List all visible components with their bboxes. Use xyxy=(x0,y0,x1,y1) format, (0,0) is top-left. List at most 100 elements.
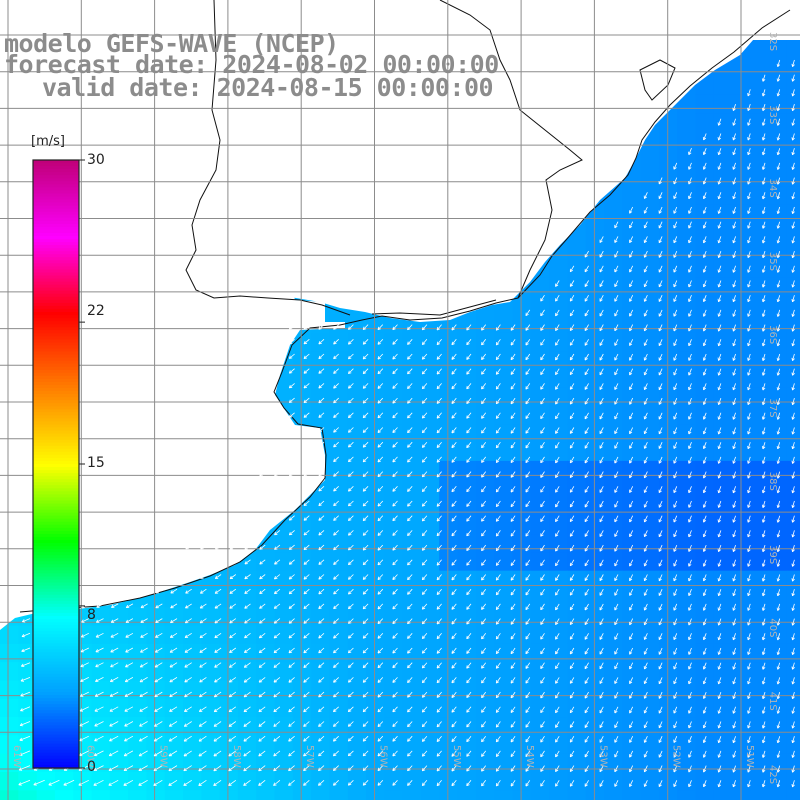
wind-speed-cell xyxy=(603,442,623,462)
wind-speed-cell xyxy=(347,772,367,791)
wind-speed-cell xyxy=(292,772,312,791)
wind-speed-cell xyxy=(677,698,696,718)
wind-speed-cell xyxy=(237,643,257,663)
colorbar-tick-0: 0 xyxy=(87,759,96,775)
wind-speed-cell xyxy=(585,424,605,444)
wind-speed-cell xyxy=(494,497,513,517)
wind-speed-cell xyxy=(622,460,642,480)
wind-speed-cell xyxy=(530,351,550,370)
wind-speed-cell xyxy=(530,314,550,334)
wind-speed-cell xyxy=(622,241,642,261)
wind-speed-cell xyxy=(494,772,513,791)
wind-arrow xyxy=(761,280,766,288)
wind-arrow xyxy=(702,162,707,170)
wind-speed-cell xyxy=(622,296,642,316)
wind-speed-cell xyxy=(677,296,696,316)
wind-speed-cell xyxy=(622,790,642,800)
wind-speed-cell xyxy=(420,717,440,736)
wind-arrow xyxy=(688,280,692,288)
wind-speed-cell xyxy=(494,552,513,572)
wind-speed-cell xyxy=(311,753,330,773)
wind-arrow xyxy=(761,236,766,244)
wind-speed-cell xyxy=(768,259,788,279)
wind-speed-cell xyxy=(640,570,660,590)
wind-speed-cell xyxy=(677,643,696,663)
wind-speed-cell xyxy=(274,534,294,553)
wind-speed-cell xyxy=(750,460,770,480)
wind-arrow xyxy=(599,265,604,273)
wind-speed-cell xyxy=(347,515,367,535)
wind-arrow xyxy=(791,206,795,214)
wind-speed-cell xyxy=(677,497,696,517)
wind-speed-cell xyxy=(713,643,733,663)
wind-speed-cell xyxy=(237,607,257,627)
wind-speed-cell xyxy=(512,314,532,334)
longitude-label: 53W xyxy=(597,745,608,768)
wind-speed-cell xyxy=(201,698,221,718)
colorbar-tick-15: 15 xyxy=(87,455,105,471)
wind-speed-cell xyxy=(402,406,422,425)
wind-speed-cell xyxy=(585,223,605,242)
wind-arrow xyxy=(599,295,604,302)
wind-speed-cell xyxy=(402,552,422,572)
wind-arrow xyxy=(643,236,648,244)
wind-speed-cell xyxy=(128,717,147,736)
wind-speed-cell xyxy=(530,515,550,535)
wind-arrow xyxy=(747,280,751,288)
wind-speed-cell xyxy=(695,94,715,114)
wind-speed-cell xyxy=(457,442,477,462)
wind-speed-cell xyxy=(768,607,788,627)
wind-arrow xyxy=(776,148,781,156)
wind-speed-cell xyxy=(768,186,788,206)
wind-speed-cell xyxy=(713,351,733,370)
wind-speed-cell xyxy=(457,515,477,535)
wind-speed-cell xyxy=(457,607,477,627)
wind-speed-cell xyxy=(402,680,422,700)
wind-speed-cell xyxy=(750,534,770,553)
wind-speed-cell xyxy=(329,790,349,800)
wind-speed-cell xyxy=(475,753,495,773)
wind-speed-cell xyxy=(658,515,678,535)
wind-speed-cell xyxy=(201,643,221,663)
wind-speed-cell xyxy=(311,717,330,736)
wind-speed-cell xyxy=(750,149,770,169)
wind-speed-cell xyxy=(640,460,660,480)
wind-speed-cell xyxy=(549,442,568,462)
wind-arrow xyxy=(643,206,648,214)
wind-speed-cell xyxy=(713,314,733,334)
wind-speed-cell xyxy=(0,753,19,773)
wind-arrow xyxy=(614,265,619,273)
wind-arrow xyxy=(732,148,736,156)
wind-arrow xyxy=(776,103,781,112)
wind-arrow xyxy=(791,89,795,97)
wind-speed-cell xyxy=(475,625,495,645)
wind-speed-cell xyxy=(695,424,715,444)
wind-speed-cell xyxy=(219,753,239,773)
wind-speed-cell xyxy=(457,753,477,773)
wind-speed-cell xyxy=(677,790,696,800)
wind-speed-cell xyxy=(585,552,605,572)
wind-speed-cell xyxy=(292,790,312,800)
wind-speed-cell xyxy=(183,589,202,608)
wind-speed-cell xyxy=(311,625,330,645)
wind-speed-cell xyxy=(384,607,404,627)
wind-speed-cell xyxy=(750,113,770,133)
wind-speed-cell xyxy=(750,735,770,755)
wind-speed-cell xyxy=(402,369,422,389)
wind-arrow xyxy=(761,250,766,259)
wind-speed-cell xyxy=(530,534,550,553)
wind-arrow xyxy=(747,236,751,244)
wind-speed-cell xyxy=(622,680,642,700)
wind-speed-cell xyxy=(494,442,513,462)
wind-speed-cell xyxy=(494,369,513,389)
wind-arrow xyxy=(776,74,781,82)
wind-speed-cell xyxy=(567,772,587,791)
wind-speed-cell xyxy=(347,607,367,627)
wind-speed-cell xyxy=(549,351,568,370)
wind-speed-cell xyxy=(73,772,93,791)
wind-arrow xyxy=(643,192,648,199)
wind-speed-cell xyxy=(750,40,770,59)
wind-speed-cell xyxy=(54,790,74,800)
wind-speed-cell xyxy=(402,662,422,682)
wind-speed-cell xyxy=(567,698,587,718)
